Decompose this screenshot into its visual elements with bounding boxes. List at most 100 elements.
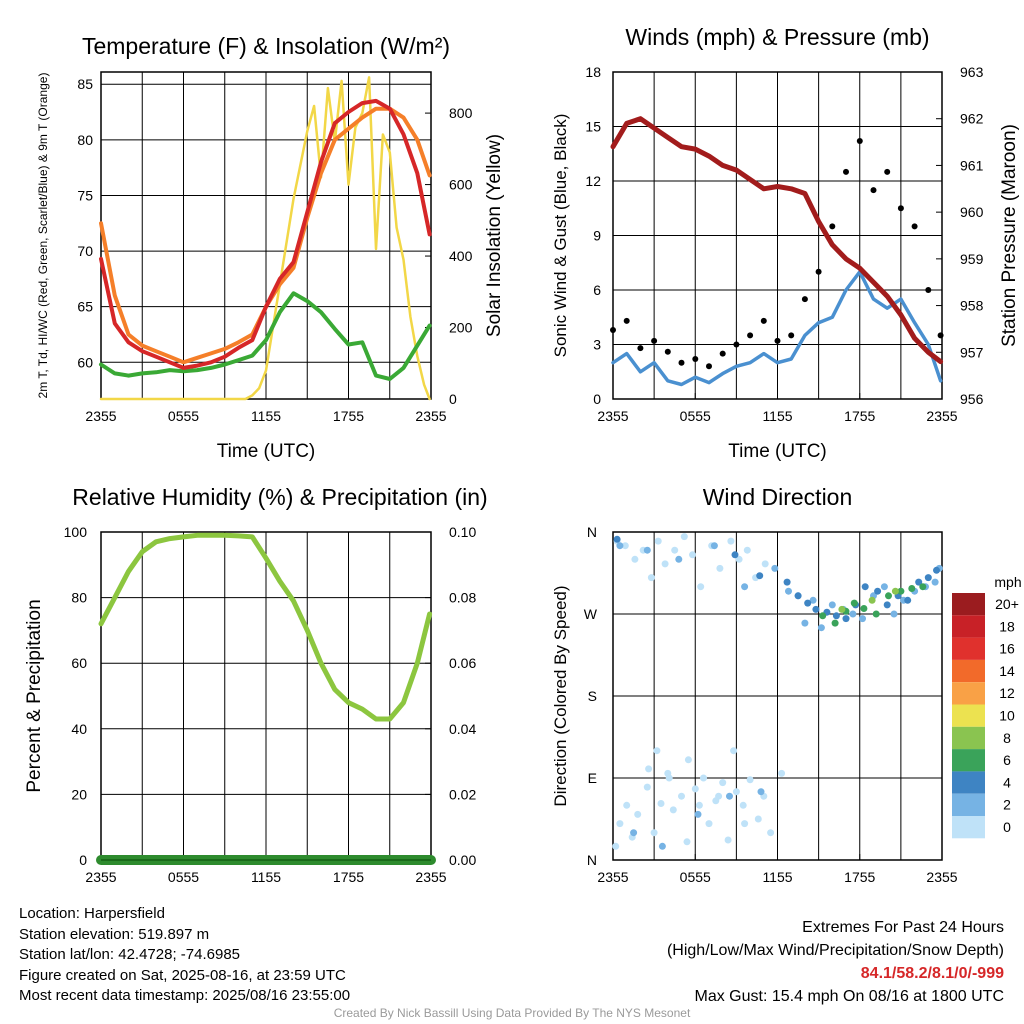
gust-point (692, 356, 699, 362)
direction-point (828, 601, 836, 609)
x-tick-label: 2355 (415, 408, 446, 424)
direction-point (771, 564, 779, 572)
direction-point (783, 578, 791, 586)
legend-swatch (952, 793, 985, 816)
direction-point (891, 587, 899, 595)
right-tick-label: 962 (960, 111, 984, 127)
direction-point (801, 619, 809, 627)
right-tick-label: 0 (449, 391, 457, 407)
x-tick-label: 2355 (85, 408, 116, 424)
direction-point (860, 605, 868, 612)
legend-swatch (952, 749, 985, 772)
legend-label: 20+ (995, 596, 1019, 612)
chart-title: Winds (mph) & Pressure (mb) (625, 24, 929, 50)
gust-point (774, 337, 781, 344)
legend-title: mph (994, 574, 1021, 590)
direction-point (671, 546, 679, 554)
gust-point (719, 350, 726, 357)
gust-point (829, 223, 836, 230)
x-tick-label: 1755 (844, 869, 875, 885)
direction-point (691, 785, 699, 793)
winds-pressure-chart: Winds (mph) & Pressure (mb) 2355 0555 1155 1… (551, 24, 1020, 462)
extremes-panel: Extremes For Past 24 Hours (High/Low/Max… (667, 916, 1004, 1008)
direction-point (726, 792, 733, 800)
direction-point (817, 624, 825, 632)
direction-point (650, 829, 658, 837)
right-tick-label: 960 (960, 204, 984, 220)
direction-point (933, 566, 940, 574)
legend-label: 2 (1003, 797, 1011, 813)
direction-point (621, 542, 629, 550)
direction-point (727, 537, 735, 545)
x-tick-label: 1155 (251, 408, 281, 424)
location-text: Location: Harpersfield (19, 905, 165, 922)
right-tick-label: 0.08 (449, 590, 476, 606)
direction-point (849, 610, 857, 618)
gust-point (897, 205, 904, 212)
gust-point (870, 187, 877, 194)
gust-point (610, 327, 616, 333)
dewpoint-line (99, 291, 432, 381)
direction-point (715, 792, 723, 800)
gust-point (733, 341, 740, 348)
gust-point (664, 348, 671, 355)
x-tick-label: 1755 (333, 408, 364, 424)
extremes-title: Extremes For Past 24 Hours (802, 919, 1004, 936)
direction-point (678, 792, 685, 800)
x-tick-label: 0555 (680, 869, 711, 885)
gust-point (788, 332, 795, 339)
gust-point (637, 345, 644, 352)
y-tick-label: 40 (71, 721, 87, 737)
y-tick-label: 100 (64, 524, 88, 540)
legend-label: 14 (999, 663, 1015, 679)
x-tick-label: 2355 (926, 408, 957, 424)
direction-point (612, 842, 620, 850)
direction-point (710, 542, 718, 550)
right-axis-label: Solar Insolation (Yellow) (484, 134, 505, 337)
y-tick-label: 75 (77, 187, 93, 203)
x-tick-label: 2355 (85, 869, 116, 885)
y-tick-label: 80 (77, 132, 93, 148)
direction-point (643, 783, 651, 791)
direction-point (874, 587, 882, 595)
direction-point (794, 592, 802, 600)
pressure-line (610, 116, 944, 365)
legend-label: 18 (999, 618, 1015, 634)
y-tick-label: 15 (585, 119, 601, 135)
direction-point (883, 601, 891, 609)
gust-point (706, 363, 712, 370)
chart-title: Wind Direction (703, 484, 853, 510)
direction-point (731, 551, 739, 559)
x-tick-label: 1155 (762, 408, 792, 424)
y-tick-label: E (588, 770, 597, 786)
y-axis-label: Percent & Precipitation (24, 599, 45, 792)
x-tick-label: 0555 (168, 869, 199, 885)
direction-point (665, 774, 673, 782)
y-tick-label: 70 (77, 243, 93, 259)
direction-point (724, 836, 732, 844)
gust-point (651, 337, 658, 344)
y-axis-label: 2m T, Td, HI/WC (Red, Green, Scarlet/Blu… (36, 73, 50, 399)
y-tick-label: 18 (585, 64, 601, 80)
direction-point (819, 612, 827, 620)
direction-point (732, 788, 740, 796)
latlon-text: Station lat/lon: 42.4728; -74.6985 (19, 946, 241, 963)
humidity-precip-chart: Relative Humidity (%) & Precipitation (i… (24, 484, 488, 885)
right-tick-label: 0.06 (449, 655, 476, 671)
y-tick-label: 12 (585, 173, 601, 189)
direction-point (761, 560, 769, 568)
temp-9m-line (99, 106, 432, 365)
extremes-subtitle: (High/Low/Max Wind/Precipitation/Snow De… (666, 942, 1004, 959)
y-tick-label: N (587, 852, 597, 868)
direction-point (757, 788, 765, 796)
direction-point (812, 605, 820, 613)
legend-swatch (952, 593, 985, 616)
direction-point (741, 820, 749, 828)
direction-point (689, 551, 696, 559)
x-tick-label: 2355 (926, 869, 957, 885)
direction-point (832, 612, 840, 620)
extremes-values: 84.1/58.2/8.1/0/-999 (860, 965, 1004, 982)
gust-point (843, 168, 849, 175)
direction-point (908, 585, 916, 592)
right-tick-label: 0.00 (449, 852, 476, 868)
